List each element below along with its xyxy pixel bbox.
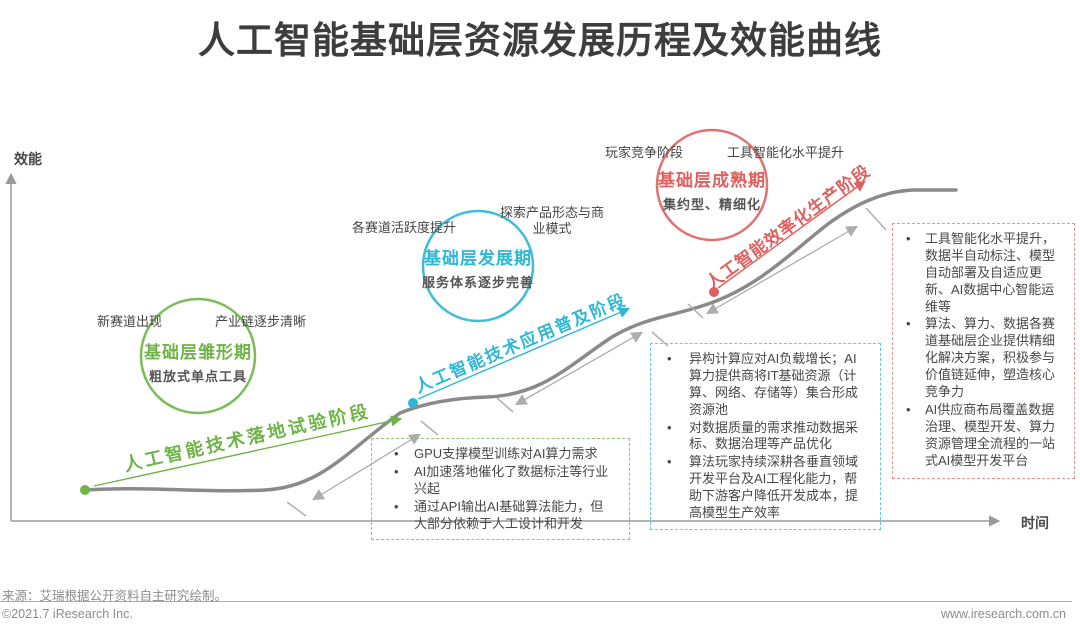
span-arrow-3 <box>705 225 859 315</box>
copyright-text: ©2021.7 iResearch Inc. <box>2 607 133 621</box>
x-axis-label: 时间 <box>1021 515 1049 531</box>
stage-subtitle-early: 粗放式单点工具 <box>148 369 247 384</box>
stage-name-growth: 基础层发展期 <box>424 249 532 268</box>
span-arrow-2 <box>514 331 644 406</box>
bullet-item: AI加速落地催化了数据标注等行业兴起 <box>372 464 621 498</box>
page-title: 人工智能基础层资源发展历程及效能曲线 <box>198 20 882 61</box>
bullet-list-red: 工具智能化水平提升，数据半自动标注、模型自动部署及自适应更新、AI数据中心智能运… <box>893 224 1074 476</box>
bullet-box-blue: 异构计算应对AI负载增长；AI算力提供商将IT基础资源（计算、网络、存储等）集合… <box>650 343 881 530</box>
source-note: 来源：艾瑞根据公开资料自主研究绘制。 <box>2 589 228 603</box>
stage-ring-growth <box>421 209 535 323</box>
note-tool-intelligence: 工具智能化水平提升 <box>727 145 845 160</box>
stage-circle-early: 基础层雏形期 粗放式单点工具 <box>108 338 288 385</box>
note-new-track: 新赛道出现 <box>97 314 163 329</box>
bullet-item: 算法玩家持续深耕各垂直领域开发平台及AI工程化能力，帮助下游客户降低开发成本，提… <box>651 454 872 522</box>
bullet-item: AI供应商布局覆盖数据治理、模型开发、算力资源管理全流程的一站式AI模型开发平台 <box>893 402 1066 470</box>
bullet-item: 异构计算应对AI负载增长；AI算力提供商将IT基础资源（计算、网络、存储等）集合… <box>651 351 872 419</box>
note-industry-chain: 产业链逐步清晰 <box>215 314 307 329</box>
stage-ring-early <box>139 297 257 415</box>
website-link: www.iresearch.com.cn <box>940 607 1066 621</box>
footer-divider <box>0 601 1072 602</box>
phase-start-dot-green <box>80 485 90 495</box>
bullet-item: 工具智能化水平提升，数据半自动标注、模型自动部署及自适应更新、AI数据中心智能运… <box>893 231 1066 315</box>
stage-name-early: 基础层雏形期 <box>144 343 252 362</box>
y-axis-label: 效能 <box>14 151 42 167</box>
phase-arrow-green <box>93 415 403 487</box>
bullet-list-green: GPU支撑模型训练对AI算力需求 AI加速落地催化了数据标注等行业兴起 通过AP… <box>372 439 629 539</box>
stage-name-mature: 基础层成熟期 <box>658 171 766 190</box>
note-track-activity: 各赛道活跃度提升 <box>352 220 457 235</box>
bullet-item: 算法、算力、数据各赛道基础层企业提供精细化解决方案，积极参与价值链延伸，塑造核心… <box>893 316 1066 400</box>
bullet-list-blue: 异构计算应对AI负载增长；AI算力提供商将IT基础资源（计算、网络、存储等）集合… <box>651 344 880 529</box>
stage-circle-growth: 基础层发展期 服务体系逐步完善 <box>388 244 568 291</box>
stage-subtitle-mature: 集约型、精细化 <box>662 197 761 212</box>
bullet-box-red: 工具智能化水平提升，数据半自动标注、模型自动部署及自适应更新、AI数据中心智能运… <box>892 223 1075 479</box>
stage-circle-mature: 基础层成熟期 集约型、精细化 <box>622 166 802 213</box>
bullet-item: GPU支撑模型训练对AI算力需求 <box>372 446 621 463</box>
note-player-competition: 玩家竞争阶段 <box>605 145 684 160</box>
stage-subtitle-growth: 服务体系逐步完善 <box>421 275 534 290</box>
phase-start-dot-blue <box>408 398 418 408</box>
bullet-box-green: GPU支撑模型训练对AI算力需求 AI加速落地催化了数据标注等行业兴起 通过AP… <box>371 438 630 541</box>
bullet-item: 对数据质量的需求推动数据采标、数据治理等产品优化 <box>651 420 872 454</box>
note-explore-product: 探索产品形态与商业模式 <box>499 205 604 237</box>
bullet-item: 通过API输出AI基础算法能力，但大部分依赖于人工设计和开发 <box>372 499 621 533</box>
